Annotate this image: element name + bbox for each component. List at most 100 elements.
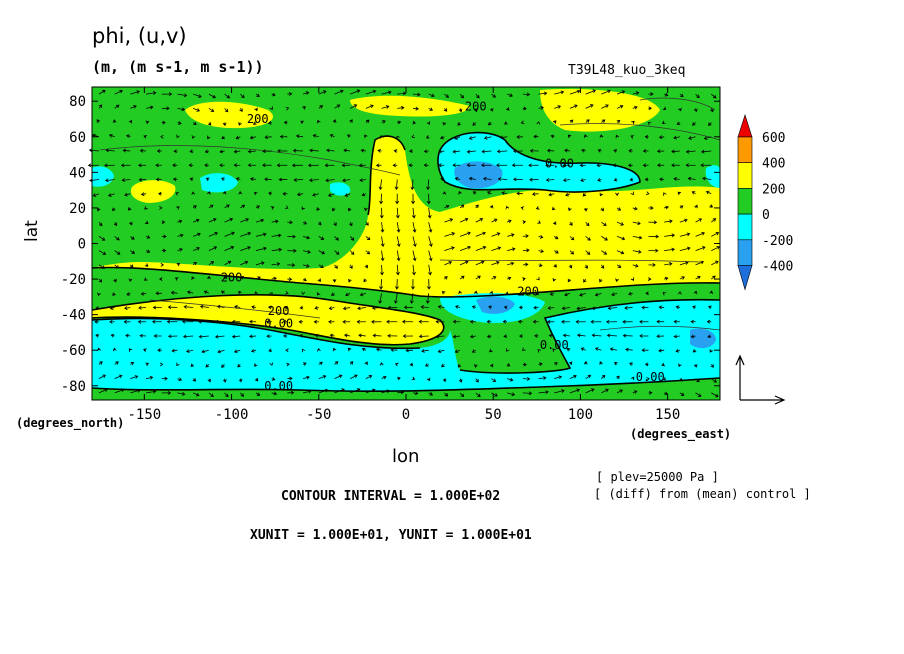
wind-vector [269,106,273,111]
wind-vector [222,122,227,127]
wind-vector [491,392,498,397]
wind-vector [471,349,476,353]
wind-vector [98,264,106,269]
wind-vector [266,319,272,324]
wind-vector [222,190,227,195]
wind-vector [475,260,485,266]
y-tick-label: -20 [61,272,86,288]
wind-vector [365,250,371,255]
wind-vector [155,163,162,168]
wind-vector [548,192,555,197]
wind-vector [166,319,178,324]
wind-vector [358,333,366,338]
wind-vector [547,306,555,310]
wind-vector [221,177,225,181]
wind-vector [105,148,115,153]
wind-vector [98,374,107,380]
wind-vector [632,206,638,211]
wind-vector [566,348,571,352]
wind-vector [291,163,304,168]
wind-vector [186,349,194,354]
wind-vector [695,392,702,397]
wind-vector [224,108,229,113]
wind-vector [673,135,680,140]
wind-vector [397,376,401,381]
wind-vector [302,106,306,110]
wind-vector [658,135,665,140]
wind-vector [167,334,178,339]
wind-vector [240,204,246,209]
wind-vector [237,363,241,368]
wind-vector [234,304,241,309]
wind-vector [457,364,462,368]
wind-vector [632,390,638,394]
wind-vector [594,347,602,351]
wind-vector [512,149,523,154]
wind-vector [144,263,149,267]
wind-vector [648,92,654,96]
wind-vector [190,363,195,367]
wind-vector [459,204,465,209]
wind-vector [302,264,310,268]
wind-vector [264,177,272,182]
wind-vector [600,264,605,269]
wind-vector [146,389,157,394]
wind-vector [318,264,324,269]
wind-vector [189,149,194,154]
wind-vector [268,191,272,196]
wind-vector [452,149,461,154]
wind-vector [444,93,450,98]
wind-vector [605,319,618,324]
wind-vector [269,362,274,367]
wind-vector [641,348,649,353]
wind-vector [709,349,714,353]
wind-vector [188,163,194,168]
wind-vector [491,232,501,237]
wind-vector [395,264,400,276]
wind-vector [255,261,265,266]
wind-vector [380,222,385,233]
wind-vector [287,263,296,267]
wind-vector [130,105,137,109]
wind-vector [444,260,453,266]
wind-vector [205,364,210,368]
wind-vector [564,292,571,297]
wind-vector [673,334,680,339]
wind-vector [299,333,304,338]
wind-vector [113,221,118,227]
wind-vector [473,290,478,295]
wind-vector [350,89,361,95]
wind-vector [671,149,680,154]
wind-vector [160,262,165,267]
wind-vector [360,148,366,153]
wind-vector [418,334,429,339]
contour-label: 0.00 [540,338,569,352]
wind-vector [411,376,416,381]
y-tick-label: 80 [69,94,86,110]
wind-vector [575,319,586,324]
wind-vector [711,246,721,251]
wind-vector [711,93,717,99]
wind-vector [114,388,125,394]
wind-vector [505,205,510,210]
wind-vector [505,348,510,352]
wind-vector [124,192,131,197]
wind-vector [328,306,335,311]
wind-vector [157,348,162,353]
wind-vector [533,134,539,139]
wind-vector [161,376,168,381]
wind-vector [124,306,131,310]
wind-vector [411,207,416,219]
contour-label: 200 [247,112,269,126]
wind-vector [569,236,575,241]
wind-vector [496,163,508,168]
wind-vector [397,390,405,395]
wind-vector [341,163,351,168]
wind-vector [334,374,343,380]
wind-vector [238,191,243,195]
wind-vector [693,290,698,295]
colorbar-segment [737,239,753,266]
wind-vector [522,106,527,111]
wind-vector [205,177,210,182]
